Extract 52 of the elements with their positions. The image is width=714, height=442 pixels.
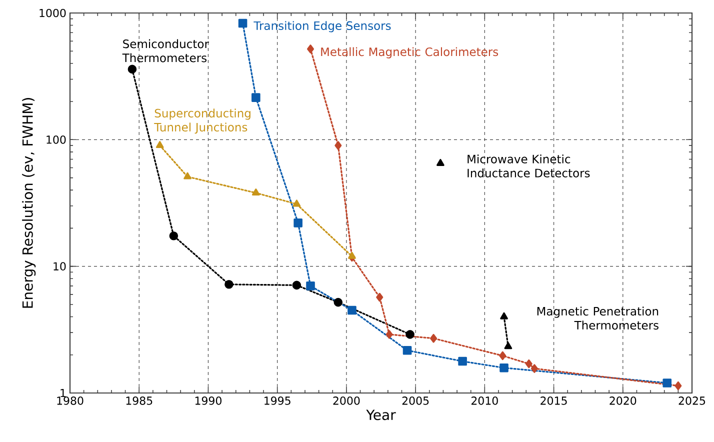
point xyxy=(402,346,412,355)
x-tick-label: 2000 xyxy=(333,396,360,405)
point xyxy=(500,363,508,372)
point xyxy=(499,351,506,360)
y-axis-title: Energy Resolution (ev, FWHM) xyxy=(22,98,36,308)
point xyxy=(334,298,343,307)
point xyxy=(334,141,342,150)
point xyxy=(224,280,234,289)
series-label: Metallic Magnetic Calorimeters xyxy=(321,47,498,58)
point xyxy=(348,306,356,315)
point xyxy=(662,378,672,388)
point xyxy=(292,280,302,290)
x-tick-label: 2025 xyxy=(678,396,706,405)
point xyxy=(458,356,467,366)
x-tick-label: 2005 xyxy=(402,396,429,405)
point xyxy=(436,158,444,166)
y-tick-label: 1 xyxy=(60,388,66,398)
point xyxy=(252,93,260,102)
x-tick-label: 2015 xyxy=(540,396,567,405)
point xyxy=(430,334,438,343)
point xyxy=(674,381,682,390)
x-tick-label: 1995 xyxy=(264,396,290,405)
y-tick-label: 10 xyxy=(54,262,66,270)
point xyxy=(530,364,538,373)
point xyxy=(525,359,532,368)
point xyxy=(156,141,164,148)
point xyxy=(306,282,315,290)
x-tick-label: 2020 xyxy=(610,396,636,405)
text: Magnetic Penetration Thermometers xyxy=(537,306,658,330)
y-tick-label: 1000 xyxy=(40,8,66,18)
x-tick-label: 1985 xyxy=(126,396,152,405)
point xyxy=(128,64,137,74)
x-tick-label: 2010 xyxy=(471,396,498,405)
text: Microwave Kinetic Inductance Detectors xyxy=(468,154,590,178)
point xyxy=(292,200,301,207)
point xyxy=(184,172,192,180)
point xyxy=(348,252,356,259)
point xyxy=(238,18,248,28)
point xyxy=(252,188,260,196)
series-label: Semiconductor Thermometers xyxy=(122,39,209,62)
series-label: Transition Edge Sensors xyxy=(254,21,391,32)
point xyxy=(307,44,314,54)
point xyxy=(169,231,178,240)
point xyxy=(376,292,384,302)
x-tick-label: 1980 xyxy=(57,396,84,405)
point xyxy=(294,218,302,228)
x-tick-label: 1990 xyxy=(195,396,222,405)
y-tick-label: 100 xyxy=(46,136,66,144)
series-label: Superconducting Tunnel Junctions xyxy=(154,108,250,134)
point xyxy=(386,330,393,339)
point xyxy=(406,330,414,339)
x-axis-title: Year xyxy=(366,410,396,420)
